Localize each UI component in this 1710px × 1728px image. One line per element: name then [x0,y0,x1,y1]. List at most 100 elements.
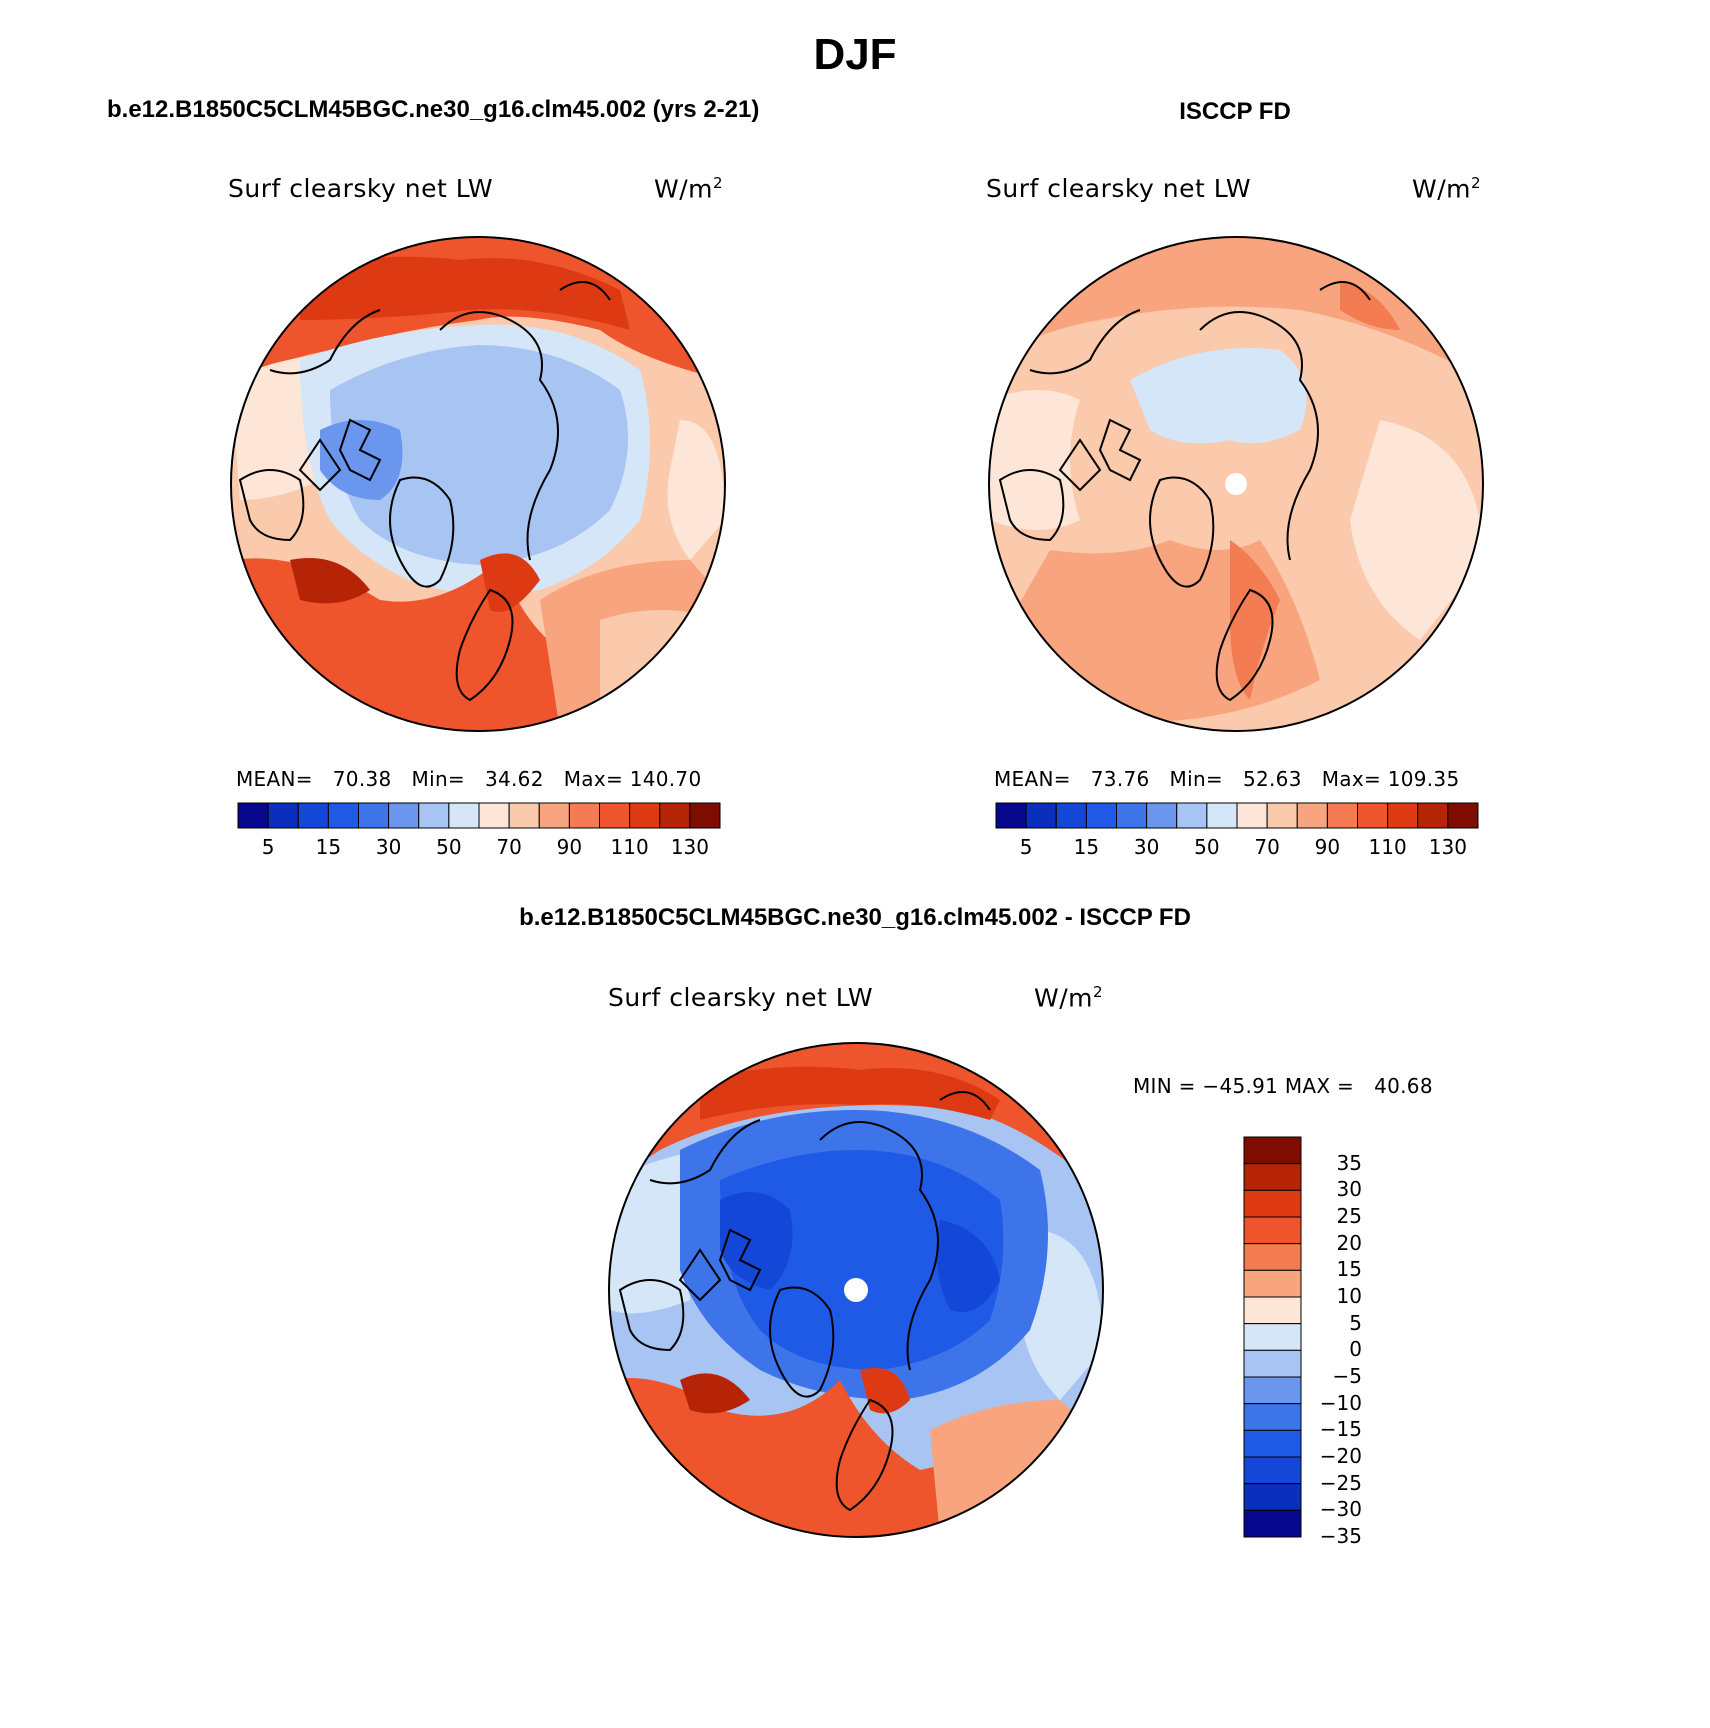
colorbar-tick-label: 130 [670,835,709,859]
colorbar-tick-label: 50 [436,835,462,859]
colorbar-swatch [1243,1136,1302,1165]
colorbar-swatch [1236,802,1268,829]
model-case-title: b.e12.B1850C5CLM45BGC.ne30_g16.clm45.002… [107,96,760,123]
colorbar-tick-label: 70 [496,835,522,859]
colorbar-swatch [1243,1163,1302,1191]
colorbar-swatch [1243,1376,1302,1405]
obs-variable-label: Surf clearsky net LW [986,174,1252,203]
colorbar-swatch [1243,1243,1302,1271]
colorbar-tick-label: 35 [1336,1150,1362,1175]
colorbar-tick-label: −5 [1332,1364,1362,1388]
colorbar-swatch [1243,1296,1302,1325]
colorbar-tick-label: 110 [1368,835,1407,859]
colorbar-swatch [1326,802,1358,829]
obs-colorbar [995,802,1479,829]
colorbar-tick-label: 0 [1349,1337,1362,1362]
colorbar-tick-label: 30 [1133,835,1160,859]
colorbar-swatch [1417,802,1449,829]
colorbar-swatch [267,802,299,829]
colorbar-swatch [1243,1189,1302,1218]
colorbar-swatch [388,802,420,829]
colorbar-tick-label: 90 [1314,835,1341,859]
colorbar-tick-label: 50 [1194,835,1220,859]
colorbar-swatch [1243,1269,1302,1298]
colorbar-swatch [1243,1323,1302,1351]
difference-title: b.e12.B1850C5CLM45BGC.ne30_g16.clm45.002… [519,904,1191,931]
colorbar-tick-label: 90 [556,835,583,859]
colorbar-swatch [1243,1483,1302,1511]
colorbar-swatch [418,802,450,829]
diff-range-stats: MIN = −45.91 MAX = 40.68 [1133,1074,1433,1098]
colorbar-swatch [358,802,390,829]
colorbar-tick-label: 5 [1349,1310,1362,1335]
colorbar-swatch [448,802,480,829]
colorbar-tick-label: −30 [1319,1497,1362,1522]
colorbar-swatch [1243,1216,1302,1245]
pole-hole [844,1278,868,1302]
model-polar-map [230,236,726,732]
obs-title: ISCCP FD [1179,98,1291,125]
colorbar-swatch [478,802,510,829]
colorbar-swatch [995,802,1027,829]
colorbar-swatch [1296,802,1328,829]
colorbar-tick-label: −10 [1319,1390,1362,1415]
colorbar-swatch [689,802,721,829]
model-colorbar [237,802,721,829]
colorbar-swatch [1447,802,1479,829]
colorbar-swatch [538,802,570,829]
model-variable-label: Surf clearsky net LW [228,174,494,203]
colorbar-tick-label: 5 [261,835,275,859]
colorbar-swatch [1176,802,1208,829]
colorbar-tick-label: 110 [610,835,649,859]
colorbar-tick-label: 20 [1336,1230,1362,1255]
colorbar-tick-label: 15 [315,835,342,859]
diff-variable-label: Surf clearsky net LW [608,983,874,1012]
colorbar-swatch [237,802,269,829]
colorbar-swatch [1025,802,1057,829]
colorbar-tick-label: 30 [1336,1177,1362,1202]
colorbar-tick-label: 130 [1428,835,1467,859]
diff-colorbar [1243,1136,1302,1538]
colorbar-swatch [629,802,661,829]
colorbar-swatch [1357,802,1389,829]
colorbar-tick-label: −15 [1319,1417,1362,1442]
colorbar-swatch [508,802,540,829]
figure-title: DJF [813,30,897,79]
colorbar-swatch [659,802,691,829]
obs-polar-map [988,236,1484,732]
obs-stats: MEAN= 73.76 Min= 52.63 Max= 109.35 [994,767,1460,791]
colorbar-tick-label: 70 [1254,835,1280,859]
diff-units-label: W/m2 [1034,983,1104,1013]
colorbar-tick-label: 25 [1336,1204,1362,1228]
colorbar-tick-label: −20 [1319,1444,1362,1468]
colorbar-swatch [297,802,329,829]
colorbar-tick-label: 30 [375,835,402,859]
colorbar-swatch [1266,802,1298,829]
model-stats: MEAN= 70.38 Min= 34.62 Max= 140.70 [236,767,702,791]
colorbar-swatch [568,802,600,829]
colorbar-swatch [1116,802,1148,829]
diff-polar-map [608,1042,1104,1538]
colorbar-swatch [1146,802,1178,829]
colorbar-tick-label: −35 [1319,1524,1362,1548]
colorbar-swatch [1243,1429,1302,1458]
colorbar-swatch [1206,802,1238,829]
colorbar-swatch [1085,802,1117,829]
colorbar-swatch [1055,802,1087,829]
colorbar-tick-label: 15 [1336,1257,1362,1282]
colorbar-tick-label: −25 [1319,1470,1362,1495]
colorbar-swatch [1243,1349,1302,1378]
colorbar-swatch [1243,1456,1302,1485]
colorbar-swatch [1243,1403,1302,1431]
obs-units-label: W/m2 [1412,174,1482,204]
colorbar-swatch [327,802,359,829]
colorbar-tick-label: 10 [1336,1284,1362,1308]
model-units-label: W/m2 [654,174,724,204]
colorbar-swatch [1243,1509,1302,1538]
colorbar-tick-label: 15 [1073,835,1100,859]
pole-hole [1225,473,1247,495]
colorbar-swatch [599,802,631,829]
colorbar-swatch [1387,802,1419,829]
colorbar-tick-label: 5 [1019,835,1033,859]
